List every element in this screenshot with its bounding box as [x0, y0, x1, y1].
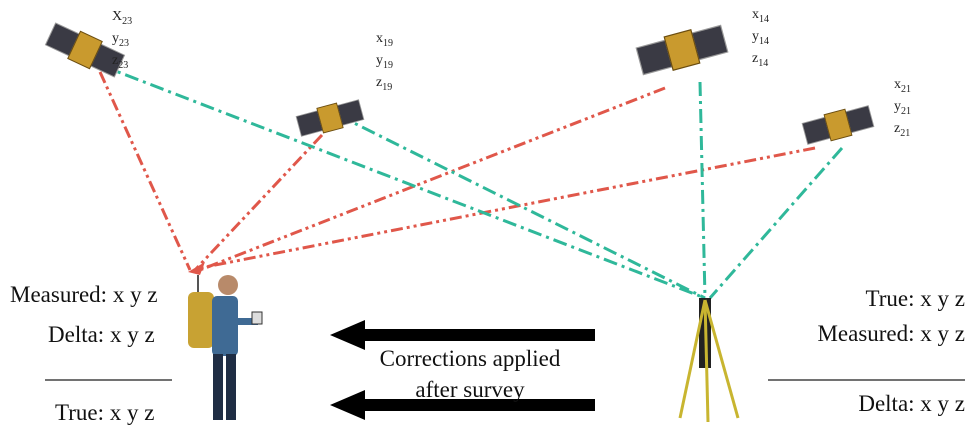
rover-signals	[100, 72, 815, 270]
coord-sub: 23	[122, 16, 132, 27]
diagram: X23y23z23x19y19z19x14y14z14x21y21z21 Mea…	[0, 0, 968, 428]
head	[218, 275, 238, 295]
satellite-coord: x14	[752, 7, 769, 25]
coord-sub: 23	[118, 60, 128, 71]
satellite-icon	[44, 20, 126, 79]
leg	[226, 354, 236, 420]
base-measured: Measured: x y z	[817, 321, 965, 346]
coord-sub: 14	[759, 14, 769, 25]
rover-true: True: x y z	[55, 400, 154, 425]
coord-sub: 14	[758, 58, 768, 69]
body	[212, 296, 238, 356]
arrow-head	[330, 390, 365, 420]
coord-sub: 14	[759, 36, 769, 47]
satellite-coord: z21	[894, 121, 910, 139]
satellite-icon	[296, 97, 365, 138]
signal-line	[710, 148, 842, 298]
satellite-coord: y21	[894, 99, 911, 117]
backpack	[188, 292, 214, 348]
coord-base: y	[112, 31, 119, 46]
satellite-coord: y23	[112, 31, 129, 49]
coord-sub: 19	[383, 38, 393, 49]
coord-base: x	[894, 77, 901, 92]
satellite-coord: x21	[894, 77, 911, 95]
arrow-head	[330, 320, 365, 350]
base-signals	[100, 65, 842, 298]
satellite-coord: y14	[752, 29, 769, 47]
coord-base: y	[752, 29, 759, 44]
coord-sub: 21	[901, 106, 911, 117]
coord-base: y	[894, 99, 901, 114]
satellite-coord: X23	[112, 9, 132, 27]
caption-line: after survey	[415, 377, 525, 402]
handheld	[252, 312, 262, 324]
satellite-coord: x19	[376, 31, 393, 49]
coord-sub: 19	[383, 60, 393, 71]
signal-line	[338, 115, 705, 298]
satellite-coord: z14	[752, 51, 768, 69]
rover-person	[188, 275, 262, 420]
rover-measured: Measured: x y z	[10, 282, 158, 307]
satellite-coord: y19	[376, 53, 393, 71]
base-true: True: x y z	[866, 286, 965, 311]
signal-line	[200, 88, 665, 270]
signal-line	[200, 148, 815, 268]
coord-sub: 21	[901, 84, 911, 95]
coord-sub: 21	[900, 128, 910, 139]
signal-line	[195, 135, 322, 270]
base-tripod	[680, 298, 738, 422]
coord-base: X	[112, 9, 122, 24]
base-delta: Delta: x y z	[858, 391, 965, 416]
coord-sub: 23	[119, 38, 129, 49]
rover-delta: Delta: x y z	[48, 322, 155, 347]
page: { "satellites": [ {"labels": [{"base": "…	[0, 0, 968, 428]
arrow-shaft	[360, 329, 595, 341]
signal-line	[100, 72, 190, 270]
coord-sub: 19	[382, 82, 392, 93]
signal-line	[700, 82, 705, 298]
coord-base: y	[376, 53, 383, 68]
caption-line: Corrections applied	[380, 346, 561, 371]
satellite-coord: z19	[376, 75, 392, 93]
leg	[213, 354, 223, 420]
satellite-icon	[801, 103, 874, 147]
coord-base: x	[752, 7, 759, 22]
satellite-icon	[635, 22, 728, 78]
signal-line	[100, 65, 705, 298]
coord-base: x	[376, 31, 383, 46]
